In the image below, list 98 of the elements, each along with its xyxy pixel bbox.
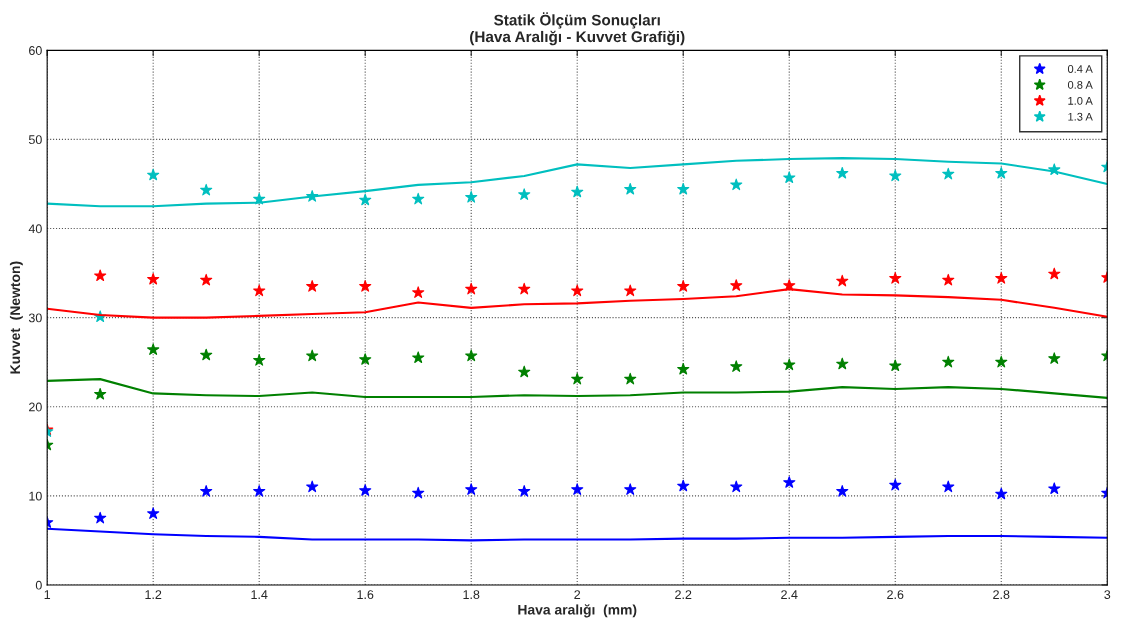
point	[730, 360, 743, 372]
legend-label: 1.0 A	[1068, 96, 1093, 105]
point	[147, 507, 160, 519]
x-tick-label: 1.6	[357, 590, 374, 600]
point	[1048, 267, 1061, 280]
point	[783, 171, 796, 183]
point	[253, 284, 266, 297]
point	[306, 280, 319, 292]
x-tick-label: 2.2	[675, 590, 692, 599]
point	[571, 483, 584, 495]
line-series	[47, 378, 1108, 399]
point	[730, 279, 743, 291]
point	[995, 487, 1008, 500]
point	[359, 193, 372, 206]
point	[995, 272, 1008, 284]
y-tick-label: 20	[29, 402, 42, 412]
point	[624, 182, 637, 195]
point	[836, 166, 849, 179]
point	[200, 348, 213, 361]
y-tick-label: 50	[28, 135, 42, 145]
point	[783, 476, 796, 488]
point	[889, 272, 902, 284]
x-tick-label: 1.8	[463, 590, 480, 600]
x-axis-title: Hava aralığı (mm)	[518, 604, 637, 618]
legend-label: 1.3 A	[1068, 112, 1093, 121]
point	[677, 362, 690, 375]
point	[94, 269, 107, 282]
y-tick-label: 40	[28, 224, 42, 234]
point	[730, 480, 743, 493]
point	[624, 284, 637, 297]
point	[94, 511, 107, 524]
point	[783, 358, 796, 371]
point	[253, 485, 266, 497]
y-tick-label: 60	[29, 46, 42, 55]
point	[412, 286, 425, 298]
point	[518, 282, 531, 295]
point	[465, 190, 478, 203]
chart-title: Statik Ölçüm Sonuçları (Hava Aralığı - Kuvvet Grafiği)	[470, 12, 685, 46]
y-tick-label: 10	[29, 491, 42, 501]
y-tick-label: 30	[28, 313, 42, 323]
point	[942, 355, 955, 368]
point	[518, 365, 531, 378]
point	[412, 486, 425, 499]
point	[836, 274, 849, 287]
point	[624, 483, 637, 495]
x-tick-label: 3	[1104, 590, 1111, 600]
x-tick-label: 2.4	[781, 590, 798, 599]
point	[571, 372, 584, 385]
point	[359, 484, 372, 496]
point	[200, 183, 213, 196]
point	[571, 284, 584, 297]
point	[518, 485, 531, 497]
point	[942, 480, 955, 493]
x-tick-label: 1	[44, 590, 51, 599]
x-tick-label: 2.6	[887, 590, 904, 600]
x-tick-label: 1.4	[251, 590, 268, 599]
point	[942, 273, 955, 286]
point	[889, 359, 902, 372]
point	[836, 357, 849, 370]
point	[836, 485, 849, 497]
point	[465, 483, 478, 495]
point	[200, 485, 213, 497]
point	[624, 372, 637, 385]
line-series	[47, 157, 1108, 208]
point	[465, 349, 478, 362]
point	[147, 272, 160, 285]
point	[412, 192, 425, 205]
y-axis-title: Kuvvet (Newton)	[9, 261, 23, 374]
point	[465, 282, 478, 295]
point	[677, 479, 690, 492]
point	[677, 280, 690, 292]
point	[1048, 482, 1061, 494]
point	[253, 354, 266, 366]
x-tick-label: 2.8	[993, 590, 1010, 600]
y-tick-label: 0	[35, 580, 42, 590]
point	[147, 343, 160, 355]
point	[995, 355, 1008, 368]
point	[677, 182, 690, 195]
legend-label: 0.4 A	[1067, 65, 1093, 73]
point	[518, 188, 531, 200]
point	[995, 166, 1008, 179]
point	[412, 351, 425, 363]
point	[1048, 352, 1061, 364]
point	[200, 273, 213, 286]
point	[730, 178, 743, 191]
point	[889, 169, 902, 182]
point	[889, 478, 902, 491]
point	[306, 349, 319, 362]
legend-label: 0.8 A	[1067, 80, 1093, 89]
point	[94, 387, 107, 400]
point	[571, 185, 584, 198]
x-tick-label: 1.2	[145, 590, 162, 599]
point	[147, 168, 160, 181]
x-tick-label: 2	[574, 590, 581, 599]
point	[359, 280, 372, 292]
point	[359, 353, 372, 365]
point	[942, 167, 955, 180]
point	[306, 480, 319, 493]
